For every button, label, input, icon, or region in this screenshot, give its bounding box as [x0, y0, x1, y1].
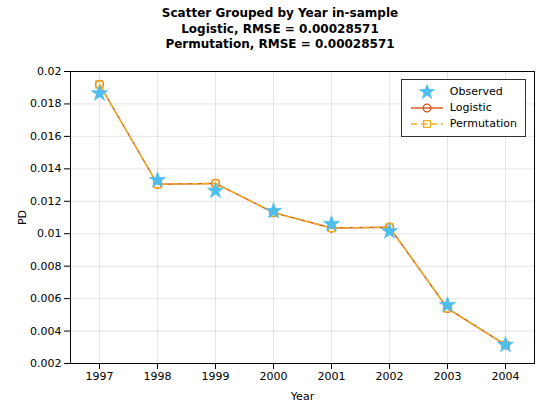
svg-text:0.014: 0.014 — [30, 162, 62, 175]
svg-text:0.008: 0.008 — [30, 259, 62, 272]
svg-text:2004: 2004 — [492, 370, 520, 383]
svg-text:2002: 2002 — [376, 370, 404, 383]
svg-text:2000: 2000 — [260, 370, 288, 383]
svg-text:Year: Year — [290, 389, 315, 402]
svg-text:0.016: 0.016 — [30, 130, 62, 143]
svg-text:1999: 1999 — [202, 370, 230, 383]
html-text:Permutation: Permutation — [449, 117, 517, 131]
html-text:Logistic: Logistic — [449, 101, 492, 115]
svg-text:0.01: 0.01 — [37, 227, 62, 240]
svg-text:1997: 1997 — [86, 370, 114, 383]
svg-text:0.018: 0.018 — [30, 97, 62, 110]
html-text:Scatter Grouped by Year in-sam: Scatter Grouped by Year in-sample Logist… — [161, 6, 399, 52]
svg-text:0.012: 0.012 — [30, 195, 62, 208]
svg-text:2001: 2001 — [318, 370, 346, 383]
svg-text:0.006: 0.006 — [30, 292, 62, 305]
svg-text:2003: 2003 — [434, 370, 462, 383]
svg-text:0.004: 0.004 — [30, 324, 62, 337]
svg-text:0.002: 0.002 — [30, 357, 62, 370]
svg-text:PD: PD — [16, 210, 29, 225]
svg-text:1998: 1998 — [144, 370, 172, 383]
html-text:Observed: Observed — [449, 85, 503, 99]
svg-text:0.02: 0.02 — [37, 65, 62, 78]
